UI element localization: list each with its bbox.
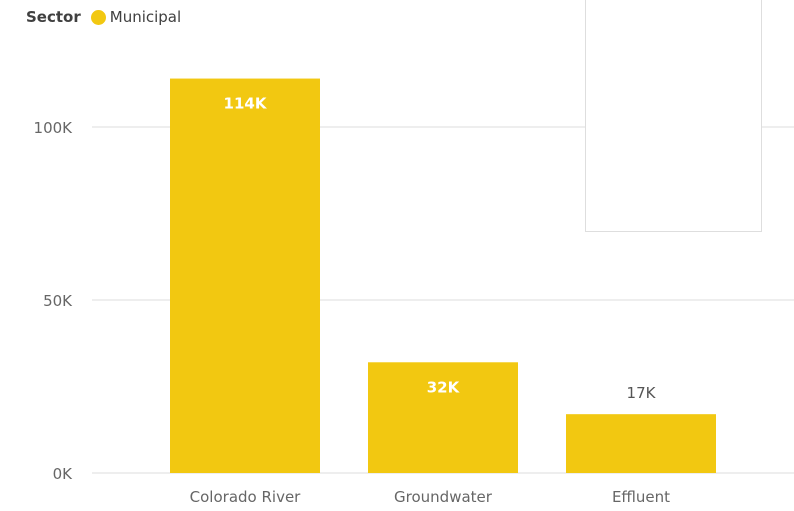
legend-title: Sector bbox=[26, 8, 81, 26]
data-label-groundwater: 32K bbox=[427, 378, 461, 396]
legend-swatch-municipal[interactable] bbox=[90, 9, 106, 25]
x-tick-label-colorado-river: Colorado River bbox=[190, 488, 302, 506]
data-label-colorado-river: 114K bbox=[224, 95, 268, 113]
bar-effluent[interactable] bbox=[566, 414, 716, 473]
y-tick-label: 100K bbox=[34, 119, 74, 137]
y-tick-label: 0K bbox=[53, 465, 74, 483]
x-tick-label-effluent: Effluent bbox=[612, 488, 670, 506]
data-label-effluent: 17K bbox=[627, 384, 657, 402]
x-tick-label-groundwater: Groundwater bbox=[394, 488, 493, 506]
x-axis-ticks: Colorado River Groundwater Effluent bbox=[190, 488, 671, 506]
tooltip-panel bbox=[585, 0, 762, 232]
legend: Sector Municipal bbox=[26, 6, 181, 28]
y-tick-label: 50K bbox=[43, 292, 73, 310]
bars: 114K 32K 17K bbox=[170, 78, 716, 473]
y-axis-ticks: 0K 50K 100K bbox=[34, 119, 74, 483]
legend-label-municipal[interactable]: Municipal bbox=[109, 8, 182, 26]
bar-colorado-river[interactable] bbox=[170, 78, 320, 473]
bar-groundwater[interactable] bbox=[368, 362, 518, 473]
